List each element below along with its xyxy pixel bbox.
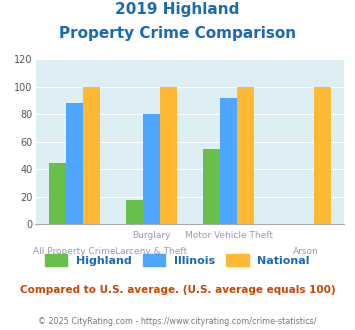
Text: Burglary: Burglary <box>132 231 170 240</box>
Bar <box>160 87 177 224</box>
Text: Motor Vehicle Theft: Motor Vehicle Theft <box>185 231 273 240</box>
Bar <box>237 87 254 224</box>
Bar <box>49 162 66 224</box>
Legend: Highland, Illinois, National: Highland, Illinois, National <box>40 250 315 270</box>
Text: Compared to U.S. average. (U.S. average equals 100): Compared to U.S. average. (U.S. average … <box>20 285 335 295</box>
Text: Arson: Arson <box>293 248 319 256</box>
Bar <box>220 98 237 224</box>
Text: © 2025 CityRating.com - https://www.cityrating.com/crime-statistics/: © 2025 CityRating.com - https://www.city… <box>38 317 317 326</box>
Bar <box>66 103 83 224</box>
Text: All Property Crime: All Property Crime <box>33 248 115 256</box>
Bar <box>314 87 331 224</box>
Bar <box>143 115 160 224</box>
Bar <box>83 87 100 224</box>
Text: 2019 Highland: 2019 Highland <box>115 2 240 16</box>
Text: Larceny & Theft: Larceny & Theft <box>115 248 187 256</box>
Bar <box>126 200 143 224</box>
Bar <box>203 149 220 224</box>
Text: Property Crime Comparison: Property Crime Comparison <box>59 26 296 41</box>
